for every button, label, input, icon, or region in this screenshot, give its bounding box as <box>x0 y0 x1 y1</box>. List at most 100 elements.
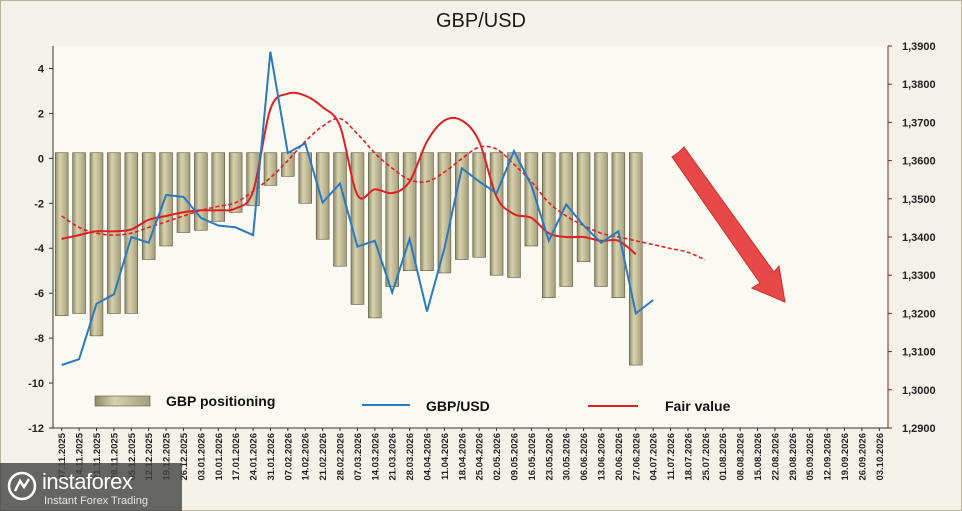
legend-positioning-swatch <box>94 395 151 407</box>
x-tick-label: 12.09.2026 <box>823 433 834 481</box>
left-tick-label: -2 <box>34 198 44 210</box>
positioning-bar <box>107 152 121 314</box>
right-tick-label: 1,3000 <box>902 385 936 397</box>
positioning-bar <box>437 152 452 274</box>
x-tick-label: 10.01.2026 <box>214 433 225 481</box>
right-tick-label: 1,3800 <box>902 79 936 91</box>
x-tick-label: 29.08.2026 <box>788 433 799 481</box>
positioning-bar <box>298 152 312 204</box>
right-tick-label: 1,3600 <box>902 156 936 168</box>
x-tick-label: 27.06.2026 <box>631 433 642 481</box>
x-tick-label: 18.04.2026 <box>457 433 468 481</box>
positioning-bar <box>385 152 399 287</box>
x-tick-label: 16.05.2026 <box>527 433 538 481</box>
positioning-bar <box>594 152 608 287</box>
legend-fair-label: Fair value <box>665 398 731 414</box>
positioning-bar <box>333 152 347 267</box>
x-tick-label: 04.07.2026 <box>649 433 660 481</box>
x-tick-label: 04.04.2026 <box>423 433 434 481</box>
positioning-bar <box>176 152 191 233</box>
x-tick-label: 26.12.2025 <box>179 432 190 480</box>
chart-title: GBP/USD <box>435 10 527 32</box>
positioning-bar <box>228 152 243 213</box>
watermark-name: instaforex <box>42 469 133 494</box>
left-tick-label: -8 <box>34 333 44 345</box>
x-tick-label: 30.05.2026 <box>562 433 573 481</box>
positioning-bar <box>472 152 486 258</box>
positioning-bar <box>524 152 539 247</box>
x-tick-label: 02.05.2026 <box>492 433 503 481</box>
left-tick-label: -4 <box>34 243 45 255</box>
x-tick-label: 19.09.2026 <box>840 433 851 481</box>
left-tick-label: -6 <box>34 288 44 300</box>
x-tick-label: 31.01.2026 <box>266 433 277 481</box>
x-tick-label: 08.08.2026 <box>736 433 747 481</box>
x-tick-label: 12.12.2025 <box>144 432 155 480</box>
x-tick-label: 01.08.2026 <box>718 433 729 481</box>
positioning-bar <box>89 152 104 337</box>
x-tick-label: 11.04.2026 <box>440 433 451 480</box>
x-tick-label: 06.06.2026 <box>579 433 590 481</box>
x-tick-label: 28.02.2026 <box>336 433 347 481</box>
x-tick-label: 07.02.2026 <box>283 433 294 481</box>
positioning-bar <box>54 152 69 316</box>
x-tick-label: 07.03.2026 <box>353 433 364 481</box>
x-tick-label: 21.11.2025 <box>92 432 103 480</box>
x-tick-label: 21.02.2026 <box>318 433 329 481</box>
right-tick-label: 1,3400 <box>902 232 936 244</box>
x-tick-label: 28.03.2026 <box>405 433 416 481</box>
instaforex-logo-icon <box>7 471 37 501</box>
x-tick-label: 13.06.2026 <box>597 433 608 481</box>
right-tick-label: 1,3100 <box>902 347 936 359</box>
legend-spot-label: GBP/USD <box>426 398 490 414</box>
x-tick-label: 23.05.2026 <box>544 433 555 481</box>
x-tick-label: 15.08.2026 <box>753 433 764 481</box>
x-tick-label: 28.11.2025 <box>109 432 120 480</box>
left-tick-label: 4 <box>38 63 45 75</box>
x-tick-label: 17.01.2026 <box>231 433 242 481</box>
positioning-bar <box>159 152 173 247</box>
watermark: instaforex Instant Forex Trading <box>0 463 182 511</box>
down-arrow-annotation <box>671 146 786 303</box>
right-tick-label: 1,3300 <box>902 270 936 282</box>
x-tick-label: 18.07.2026 <box>683 433 694 481</box>
x-tick-label: 07.11.2025 <box>57 432 68 480</box>
x-tick-label: 14.02.2026 <box>301 433 312 481</box>
positioning-bar <box>611 152 626 298</box>
x-tick-label: 14.03.2026 <box>370 433 381 481</box>
right-tick-label: 1,3700 <box>902 117 936 129</box>
fair-value-trend-line <box>61 117 706 261</box>
left-tick-label: 2 <box>38 108 44 120</box>
x-tick-label: 14.11.2025 <box>75 432 86 480</box>
left-tick-label: 0 <box>38 153 44 165</box>
x-tick-label: 05.12.2025 <box>127 432 138 480</box>
left-tick-label: -12 <box>28 423 44 435</box>
x-tick-label: 26.09.2026 <box>857 433 868 481</box>
positioning-bar <box>211 152 225 222</box>
positioning-bar <box>368 152 382 319</box>
x-tick-label: 22.08.2026 <box>770 433 781 481</box>
right-tick-label: 1,3900 <box>902 41 936 53</box>
x-tick-label: 05.09.2026 <box>805 433 816 481</box>
x-tick-label: 24.01.2026 <box>249 433 260 481</box>
x-tick-label: 03.10.2026 <box>875 433 886 481</box>
right-tick-label: 1,3500 <box>902 194 936 206</box>
gbp-usd-line <box>61 51 654 366</box>
positioning-bar <box>576 152 591 263</box>
right-tick-label: 1,2900 <box>902 423 936 435</box>
positioning-bar <box>629 152 643 366</box>
positioning-bar <box>350 152 365 305</box>
left-tick-label: -10 <box>28 378 44 390</box>
legend-positioning-label: GBP positioning <box>166 393 275 409</box>
x-tick-label: 21.03.2026 <box>388 433 399 481</box>
positioning-bar <box>315 152 330 240</box>
x-tick-label: 20.06.2026 <box>614 433 625 481</box>
x-tick-label: 19.12.2025 <box>162 432 173 480</box>
x-tick-label: 25.04.2026 <box>475 433 486 481</box>
positioning-bar <box>402 152 417 272</box>
right-tick-label: 1,3200 <box>902 308 936 320</box>
positioning-bar <box>263 152 278 186</box>
watermark-tagline: Instant Forex Trading <box>44 495 148 507</box>
x-tick-label: 09.05.2026 <box>510 433 521 481</box>
